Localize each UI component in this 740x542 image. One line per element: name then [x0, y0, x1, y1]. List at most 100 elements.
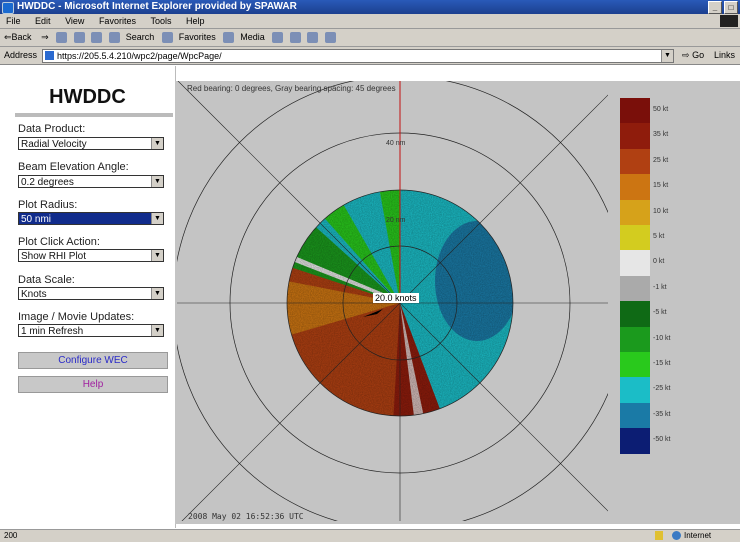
data-scale-select[interactable]: Knots ▼	[18, 287, 164, 300]
scale-swatch	[620, 402, 650, 429]
chevron-down-icon: ▼	[151, 250, 163, 261]
menu-edit[interactable]: Edit	[35, 16, 51, 26]
scale-swatch	[620, 148, 650, 175]
scale-label: -25 kt	[653, 385, 671, 393]
chevron-down-icon: ▼	[151, 325, 163, 336]
stop-icon[interactable]	[56, 32, 68, 44]
help-button[interactable]: Help	[18, 376, 168, 393]
chevron-down-icon[interactable]: ▼	[661, 50, 673, 62]
plot-click-action-value: Show RHI Plot	[21, 251, 87, 262]
scale-label: 0 kt	[653, 258, 665, 266]
plot-radius-label: Plot Radius:	[18, 199, 78, 211]
updates-label: Image / Movie Updates:	[18, 311, 135, 323]
home-icon[interactable]	[91, 32, 103, 44]
plot-radius-value: 50 nmi	[21, 214, 52, 225]
chevron-down-icon: ▼	[151, 213, 163, 224]
beam-elevation-value: 0.2 degrees	[21, 177, 74, 188]
menu-help[interactable]: Help	[186, 16, 205, 26]
velocity-field	[287, 190, 513, 416]
scale-swatch	[620, 428, 650, 455]
status-bar: 200 Internet	[0, 529, 740, 542]
bearing-lines	[177, 81, 608, 521]
chevron-down-icon: ▼	[151, 288, 163, 299]
minimize-button[interactable]: _	[708, 1, 722, 14]
app-logo: HWDDC	[49, 86, 126, 108]
title-bar: HWDDC - Microsoft Internet Explorer prov…	[0, 0, 740, 14]
configure-wec-button[interactable]: Configure WEC	[18, 352, 168, 369]
menu-file[interactable]: File	[6, 16, 21, 26]
favorites-icon	[161, 32, 173, 44]
scale-label: -50 kt	[653, 436, 671, 444]
favorites-button[interactable]: Favorites	[178, 32, 216, 42]
scale-swatch	[620, 98, 650, 124]
status-text: 200	[4, 531, 18, 540]
mail-icon[interactable]	[289, 32, 301, 44]
ring-label-20: 20 nm	[386, 217, 406, 224]
address-input[interactable]: https://205.5.4.210/wpc2/page/WpcPage/ ▼	[42, 49, 674, 63]
lock-icon	[655, 531, 663, 540]
scale-label: 15 kt	[653, 182, 669, 190]
plot-radius-select[interactable]: 50 nmi ▼	[18, 212, 164, 225]
plot-click-action-select[interactable]: Show RHI Plot ▼	[18, 249, 164, 262]
data-product-select[interactable]: Radial Velocity ▼	[18, 137, 164, 150]
data-scale-value: Knots	[21, 289, 47, 300]
wind-arrow-icon	[363, 309, 383, 317]
scale-swatch	[620, 123, 650, 150]
scale-swatch	[620, 352, 650, 378]
scale-swatch	[620, 326, 650, 353]
speed-label: 20.0 knots	[373, 293, 419, 303]
scale-label: -35 kt	[653, 410, 671, 418]
links-button[interactable]: Links	[714, 50, 736, 60]
search-button[interactable]: Search	[125, 32, 155, 42]
velocity-scale	[620, 98, 650, 455]
scale-label: -1 kt	[653, 283, 667, 291]
go-arrow-icon: ⇨	[682, 50, 690, 60]
address-url: https://205.5.4.210/wpc2/page/WpcPage/	[57, 51, 222, 61]
history-icon[interactable]	[272, 32, 284, 44]
radar-plot[interactable]	[177, 81, 608, 521]
window-controls: _ □	[708, 1, 738, 14]
scale-label: 50 kt	[653, 106, 669, 113]
data-product-value: Radial Velocity	[21, 139, 87, 150]
refresh-icon[interactable]	[73, 32, 85, 44]
media-button[interactable]: Media	[240, 32, 265, 42]
scale-swatch	[620, 225, 650, 251]
menu-favorites[interactable]: Favorites	[98, 16, 136, 26]
maximize-button[interactable]: □	[724, 1, 738, 14]
scale-label: -5 kt	[653, 309, 667, 317]
search-icon	[108, 32, 120, 44]
ring-label-40: 40 nm	[386, 140, 406, 147]
edit-icon[interactable]	[324, 32, 336, 44]
chevron-down-icon: ▼	[151, 138, 163, 149]
address-label: Address	[4, 50, 38, 60]
updates-select[interactable]: 1 min Refresh ▼	[18, 324, 164, 337]
beam-elevation-label: Beam Elevation Angle:	[18, 161, 129, 173]
ie-logo-icon	[2, 2, 14, 14]
window-title: HWDDC - Microsoft Internet Explorer prov…	[17, 1, 297, 12]
scale-swatch	[620, 377, 650, 404]
go-button[interactable]: ⇨ Go	[682, 47, 704, 64]
scale-label: 25 kt	[653, 156, 669, 164]
toolbar: ⇐Back ⇒ Search Favorites Media	[0, 29, 740, 47]
data-product-label: Data Product:	[18, 123, 86, 135]
beam-elevation-select[interactable]: 0.2 degrees ▼	[18, 175, 164, 188]
windows-flag-icon	[720, 15, 738, 27]
data-scale-label: Data Scale:	[18, 274, 75, 286]
forward-icon[interactable]: ⇒	[41, 32, 49, 42]
timestamp: 2008 May 02 16:52:36 UTC	[188, 512, 304, 521]
page-icon	[45, 51, 54, 60]
print-icon[interactable]	[307, 32, 319, 44]
bearing-note: Red bearing: 0 degrees, Gray bearing spa…	[187, 84, 396, 93]
back-button[interactable]: ⇐Back	[4, 32, 32, 42]
scale-swatch	[620, 174, 650, 201]
scale-label: -10 kt	[653, 334, 671, 342]
media-icon	[223, 32, 235, 44]
scale-swatch	[620, 301, 650, 328]
scale-label: 10 kt	[653, 207, 669, 215]
address-bar: Address https://205.5.4.210/wpc2/page/Wp…	[0, 47, 740, 65]
menu-tools[interactable]: Tools	[150, 16, 172, 26]
divider	[15, 113, 173, 117]
menu-view[interactable]: View	[65, 16, 85, 26]
scale-swatch	[620, 199, 650, 226]
scale-label: -15 kt	[653, 360, 671, 367]
